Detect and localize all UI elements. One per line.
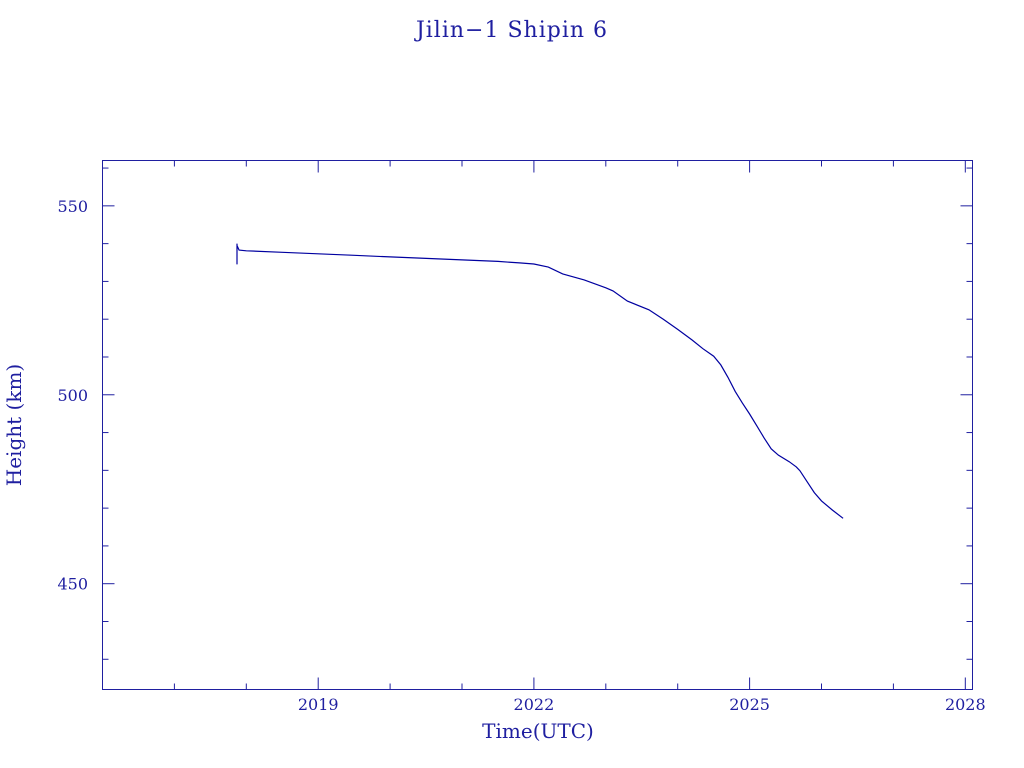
x-tick-label: 2019 — [298, 695, 339, 714]
x-axis-label: Time(UTC) — [482, 719, 594, 743]
y-tick-label: 450 — [57, 575, 88, 594]
x-tick-label: 2025 — [729, 695, 770, 714]
y-tick-label: 550 — [57, 197, 88, 216]
x-tick-label: 2028 — [945, 695, 986, 714]
y-tick-label: 500 — [57, 386, 88, 405]
x-axis: 2019 2022 2025 2028 — [102, 160, 986, 714]
plot-frame — [102, 160, 973, 690]
y-axis: 450 500 550 — [57, 167, 973, 660]
height-series-line — [236, 243, 844, 519]
x-tick-label: 2022 — [514, 695, 555, 714]
y-axis-label: Height (km) — [2, 364, 26, 486]
chart-title: Jilin−1 Shipin 6 — [414, 18, 608, 43]
